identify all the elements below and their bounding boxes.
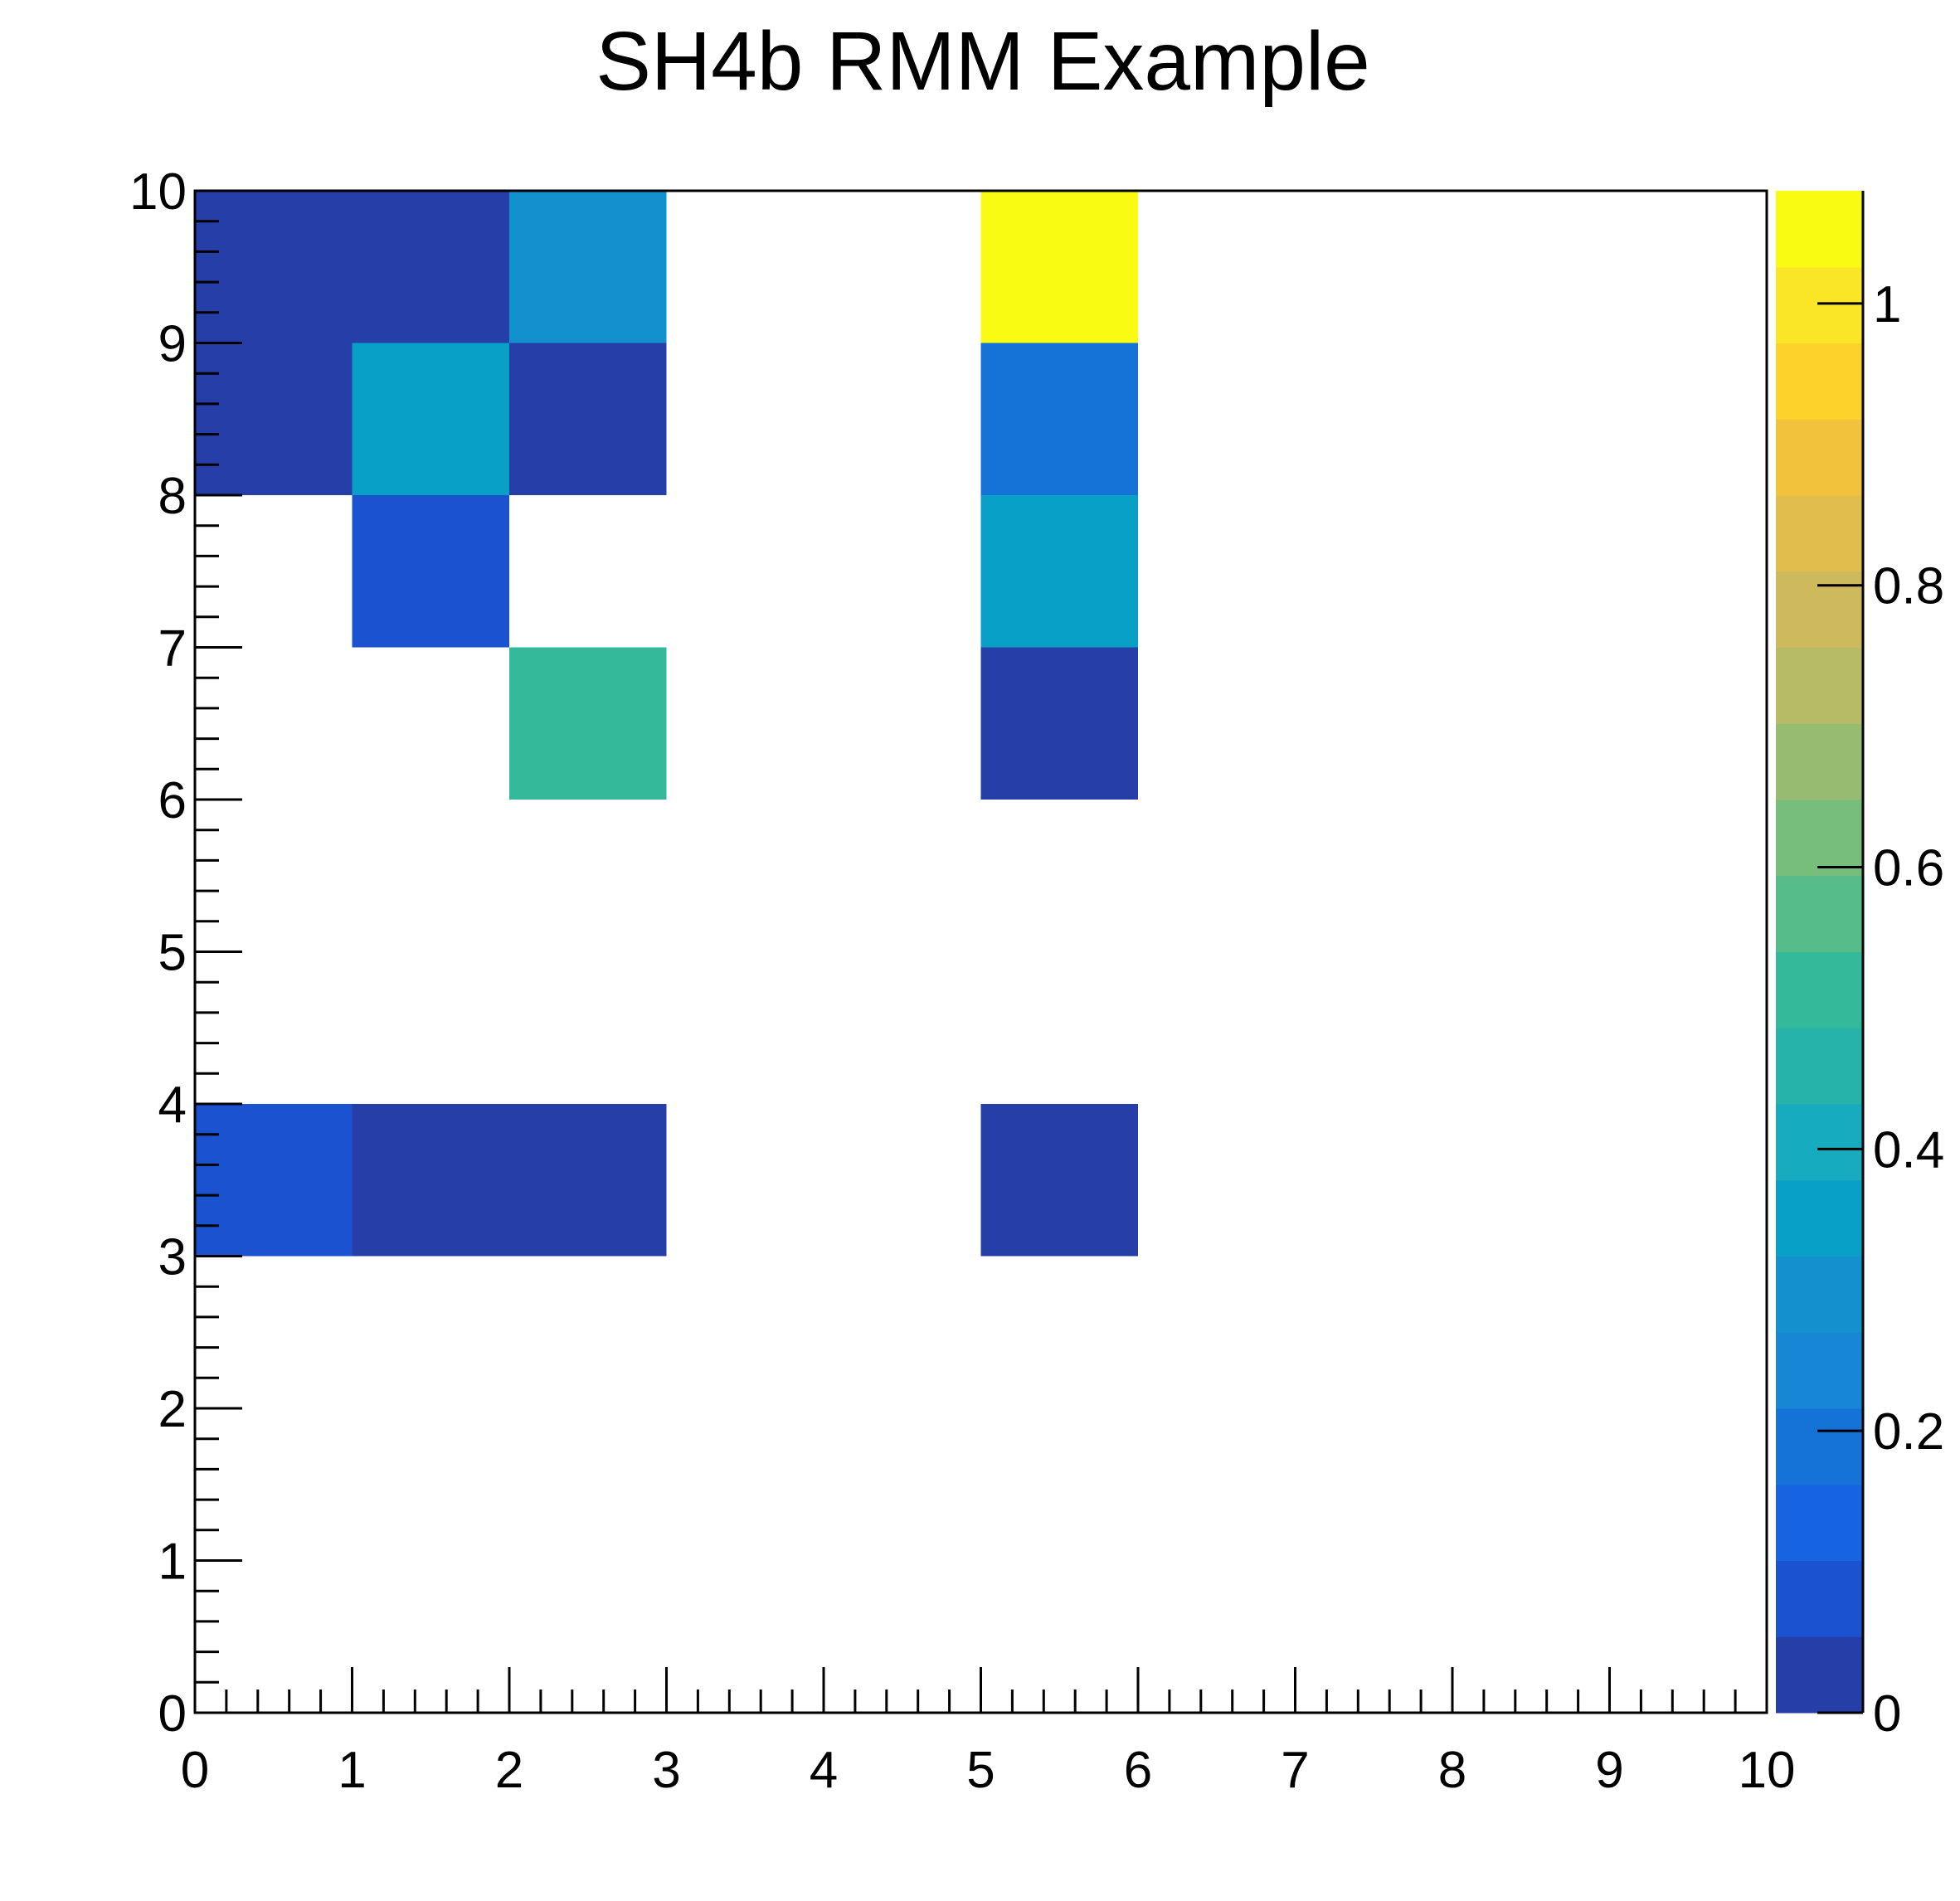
color-scale-segment — [1776, 1104, 1863, 1181]
color-scale-segment — [1776, 266, 1863, 343]
x-tick-label: 1 — [338, 1742, 366, 1799]
heatmap-cell — [980, 343, 1138, 495]
color-scale-segment — [1776, 191, 1863, 268]
x-tick-label: 5 — [966, 1742, 995, 1799]
x-tick-label: 8 — [1438, 1742, 1466, 1799]
heatmap-cell — [509, 647, 667, 800]
color-scale-tick-label: 1 — [1873, 276, 1901, 333]
color-scale-segment — [1776, 647, 1863, 724]
y-tick-label: 0 — [158, 1685, 187, 1743]
y-tick-label: 8 — [158, 468, 187, 525]
y-tick-label: 2 — [158, 1381, 187, 1438]
heatmap-cell — [352, 1104, 509, 1257]
color-scale-tick-label: 0.4 — [1873, 1121, 1944, 1179]
y-tick-label: 10 — [129, 163, 187, 221]
y-tick-label: 5 — [158, 925, 187, 982]
color-scale-tick-label: 0.8 — [1873, 558, 1944, 615]
color-scale-segment — [1776, 1028, 1863, 1105]
y-axis: 0 1 2 3 4 5 6 7 8 9 10 — [129, 163, 242, 1743]
color-scale-tick-label: 0 — [1873, 1685, 1901, 1743]
chart-title: SH4b RMM Example — [596, 15, 1370, 108]
color-scale-segment — [1776, 1636, 1863, 1714]
heatmap-cell — [352, 343, 509, 495]
heatmap-cell — [509, 191, 667, 343]
heatmap-cell — [509, 343, 667, 495]
heatmap-cell — [509, 1104, 667, 1257]
heatmap-cell — [195, 343, 353, 495]
heatmap-cell — [352, 191, 509, 343]
color-scale-segment — [1776, 1332, 1863, 1409]
color-scale-segment — [1776, 419, 1863, 496]
color-scale-segment — [1776, 800, 1863, 877]
color-scale-tick-label: 0.2 — [1873, 1403, 1944, 1461]
x-tick-label: 4 — [810, 1742, 838, 1799]
y-tick-label: 1 — [158, 1534, 187, 1591]
x-tick-label: 10 — [1739, 1742, 1796, 1799]
x-tick-label: 6 — [1124, 1742, 1152, 1799]
color-scale-segment — [1776, 495, 1863, 572]
color-scale-segment — [1776, 1560, 1863, 1637]
x-axis: 0 1 2 3 4 5 6 7 8 9 10 — [181, 1667, 1796, 1799]
x-tick-label: 9 — [1595, 1742, 1623, 1799]
heatmap-cell — [980, 495, 1138, 648]
heatmap-cells — [195, 191, 1138, 1257]
y-tick-label: 6 — [158, 772, 187, 829]
color-scale-segment — [1776, 1484, 1863, 1561]
heatmap-cell — [980, 1104, 1138, 1257]
y-tick-label: 3 — [158, 1229, 187, 1286]
x-tick-label: 0 — [181, 1742, 209, 1799]
y-tick-label: 7 — [158, 620, 187, 678]
color-scale-tick-label: 0.6 — [1873, 840, 1944, 897]
heatmap-cell — [352, 495, 509, 648]
heatmap-cell — [195, 1104, 353, 1257]
color-scale-segment — [1776, 1256, 1863, 1333]
heatmap-cell — [980, 647, 1138, 800]
color-scale-segment — [1776, 723, 1863, 800]
x-tick-label: 2 — [495, 1742, 523, 1799]
color-scale-segment — [1776, 1179, 1863, 1257]
color-scale-segment — [1776, 571, 1863, 648]
y-tick-label: 9 — [158, 316, 187, 373]
color-scale-segment — [1776, 951, 1863, 1028]
y-tick-label: 4 — [158, 1077, 187, 1134]
color-scale-segment — [1776, 343, 1863, 420]
x-tick-label: 3 — [652, 1742, 680, 1799]
heatmap-cell — [980, 191, 1138, 343]
heatmap-cell — [195, 191, 353, 343]
color-scale-segment — [1776, 1408, 1863, 1485]
x-tick-label: 7 — [1281, 1742, 1309, 1799]
color-scale-segment — [1776, 875, 1863, 952]
color-scale-bar: 0 0.2 0.4 0.6 0.8 1 — [1776, 191, 1944, 1743]
